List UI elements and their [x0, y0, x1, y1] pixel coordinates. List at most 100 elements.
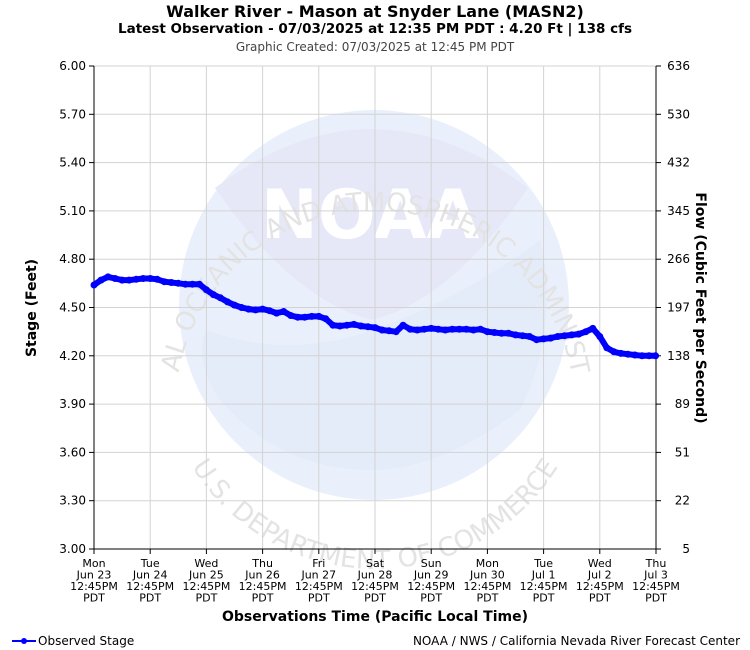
x-tick-label: Fri: [312, 557, 325, 570]
y2-tick-label: 266: [667, 252, 690, 266]
x-tick-label: PDT: [308, 592, 330, 605]
data-point: [209, 291, 217, 299]
x-tick-label: PDT: [252, 592, 274, 605]
y2-tick-label: 51: [675, 445, 690, 459]
x-tick-label: PDT: [83, 592, 105, 605]
y-tick-label: 4.80: [59, 252, 86, 266]
x-tick-label: Jun 23: [76, 569, 112, 582]
data-point: [371, 324, 379, 332]
y-axis-label: Stage (Feet): [24, 259, 40, 357]
x-tick-label: 12:45PM: [70, 580, 118, 593]
x-tick-label: 12:45PM: [407, 580, 455, 593]
x-tick-label: Tue: [533, 557, 553, 570]
data-point: [589, 324, 597, 332]
x-tick-label: 12:45PM: [576, 580, 624, 593]
chart-title: Walker River - Mason at Snyder Lane (MAS…: [166, 2, 584, 21]
data-point: [188, 280, 196, 288]
data-point: [231, 301, 238, 309]
series-observed-stage: [90, 273, 660, 360]
x-tick-label: PDT: [195, 592, 217, 605]
data-point: [245, 305, 253, 313]
x-tick-label: Jun 28: [357, 569, 393, 582]
data-point: [498, 329, 505, 337]
x-tick-label: PDT: [533, 592, 555, 605]
x-tick-label: Tue: [140, 557, 160, 570]
data-point: [153, 275, 161, 283]
y2-tick-label: 345: [667, 204, 690, 218]
data-point: [202, 286, 210, 294]
data-point: [505, 329, 512, 337]
x-tick-label: 12:45PM: [520, 580, 568, 593]
y2-tick-label: 432: [667, 156, 690, 170]
y-tick-label: 3.00: [59, 542, 86, 556]
data-point: [441, 326, 449, 334]
data-point: [448, 325, 456, 333]
data-point: [280, 308, 288, 315]
x-axis-label: Observations Time (Pacific Local Time): [222, 609, 528, 625]
y2-tick-label: 138: [667, 349, 690, 363]
data-point: [181, 280, 189, 288]
noaa-logo-text: NOAA: [261, 176, 480, 255]
x-tick-label: PDT: [420, 592, 442, 605]
y2-tick-label: 197: [667, 301, 690, 315]
y-tick-label: 3.90: [59, 397, 86, 411]
data-point: [582, 328, 590, 336]
y2-axis-label: Flow (Cubic Feet per Second): [692, 192, 708, 423]
latest-observation: Latest Observation - 07/03/2025 at 12:35…: [118, 21, 632, 37]
data-point: [624, 350, 632, 358]
data-point: [533, 336, 541, 344]
data-point: [252, 306, 260, 314]
data-point: [224, 298, 231, 306]
data-point: [413, 326, 421, 334]
x-tick-label: 12:45PM: [463, 580, 511, 593]
y2-tick-label: 22: [675, 494, 690, 508]
data-point: [259, 305, 267, 313]
x-tick-label: 12:45PM: [632, 580, 680, 593]
x-tick-label: PDT: [645, 592, 667, 605]
data-point: [392, 328, 400, 336]
data-point: [104, 273, 112, 281]
data-point: [336, 322, 344, 330]
data-point: [357, 322, 365, 330]
data-point: [146, 275, 154, 282]
x-tick-label: 12:45PM: [182, 580, 230, 593]
data-point: [266, 307, 274, 315]
data-point: [540, 335, 548, 343]
data-point: [118, 276, 126, 284]
data-point: [329, 321, 337, 329]
data-point: [301, 313, 309, 321]
data-point: [322, 315, 330, 323]
y-tick-label: 4.50: [59, 301, 86, 315]
y2-axis-ticks: 5 22 51 89 138 197 266 345 432 530 636: [667, 59, 690, 556]
x-tick-label: PDT: [139, 592, 161, 605]
data-point: [97, 276, 105, 284]
data-point: [512, 331, 519, 339]
x-tick-label: Jul 2: [587, 569, 612, 582]
data-point: [406, 325, 414, 333]
y2-tick-label: 89: [675, 397, 690, 411]
data-point: [364, 323, 372, 331]
data-point: [399, 321, 407, 329]
data-point: [547, 334, 555, 342]
y-tick-label: 3.30: [59, 494, 86, 508]
x-tick-label: Jul 3: [643, 569, 668, 582]
x-tick-label: Jun 24: [132, 569, 168, 582]
chart-grid: [93, 65, 657, 550]
y-tick-label: 5.70: [59, 107, 86, 121]
chart-axes: [89, 65, 661, 554]
data-point: [385, 327, 393, 335]
data-point: [315, 312, 323, 320]
data-point: [125, 276, 133, 284]
data-point: [427, 324, 435, 332]
data-point: [111, 275, 119, 282]
data-point: [308, 312, 316, 320]
data-point: [294, 313, 302, 321]
data-point: [287, 312, 295, 319]
data-point: [645, 352, 653, 360]
data-point: [90, 281, 98, 289]
data-point: [132, 275, 140, 283]
y2-tick-label: 636: [667, 59, 690, 73]
x-tick-label: PDT: [589, 592, 611, 605]
data-point: [526, 333, 533, 340]
